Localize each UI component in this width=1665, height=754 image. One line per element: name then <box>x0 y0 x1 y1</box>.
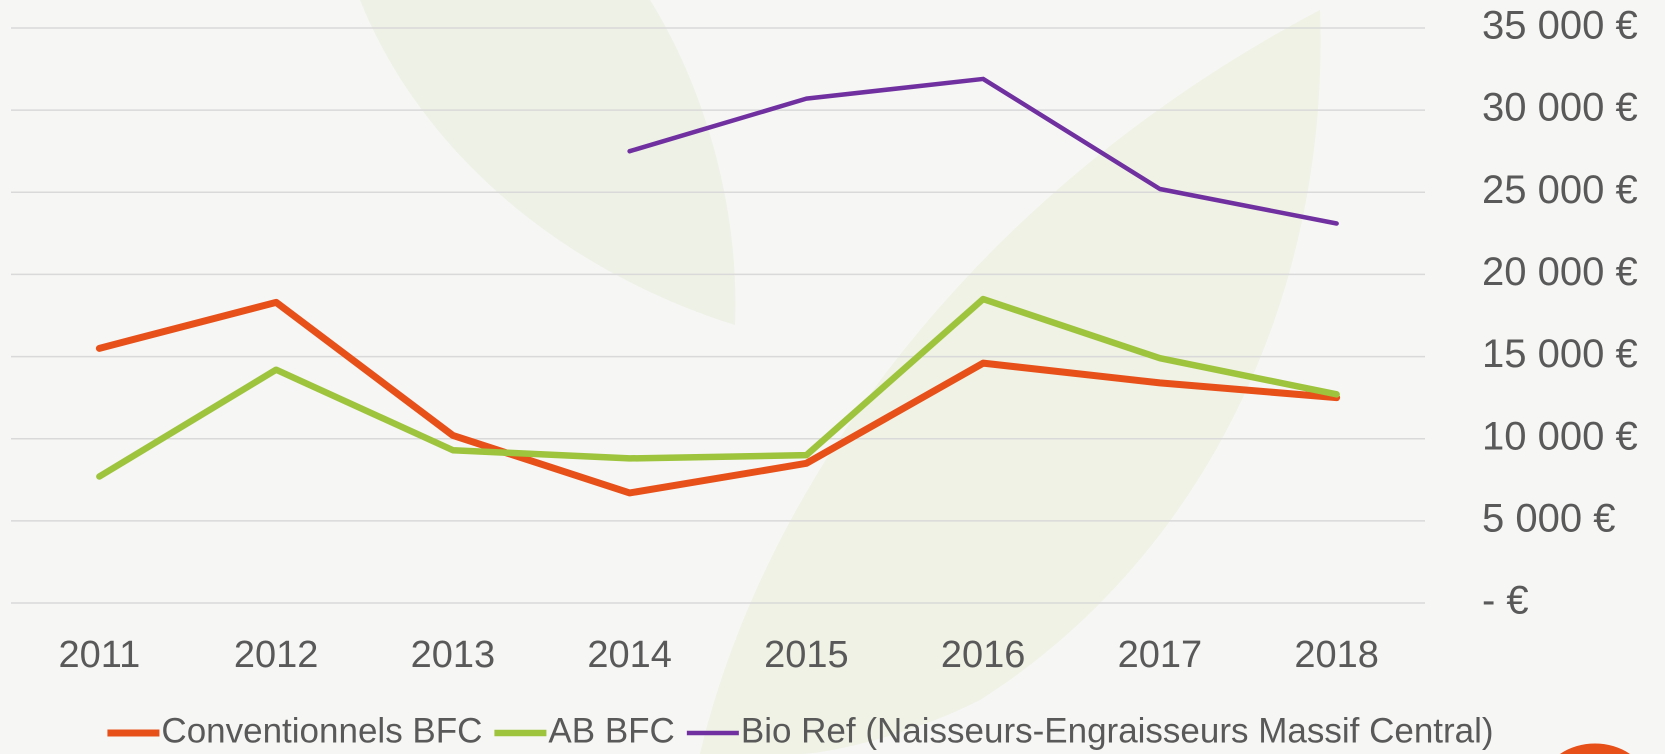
x-tick-label: 2011 <box>59 634 141 676</box>
x-tick-label: 2015 <box>764 634 849 676</box>
x-tick-label: 2018 <box>1294 634 1379 676</box>
x-tick-label: 2016 <box>941 634 1026 676</box>
y-tick-label: 10 000 € <box>1482 414 1638 458</box>
x-tick-label: 2017 <box>1118 634 1203 676</box>
data-line <box>96 295 1340 480</box>
y-tick-label: 25 000 € <box>1482 168 1638 212</box>
data-line <box>95 298 1341 497</box>
legend-label: Conventionnels BFC <box>161 711 482 750</box>
y-tick-label: 20 000 € <box>1482 250 1638 294</box>
x-tick-label: 2012 <box>234 634 319 676</box>
y-tick-label: - € <box>1482 579 1529 623</box>
y-tick-label: 35 000 € <box>1482 4 1638 48</box>
y-tick-label: 5 000 € <box>1482 496 1615 540</box>
y-tick-label: 15 000 € <box>1482 332 1638 376</box>
x-tick-label: 2013 <box>411 634 496 676</box>
legend-label: AB BFC <box>548 711 674 750</box>
data-line <box>627 76 1339 226</box>
y-tick-label: 30 000 € <box>1482 86 1638 130</box>
background-decoration <box>360 0 1630 754</box>
legend-label: Bio Ref (Naisseurs-Engraisseurs Massif C… <box>741 711 1494 750</box>
x-tick-label: 2014 <box>587 634 672 676</box>
